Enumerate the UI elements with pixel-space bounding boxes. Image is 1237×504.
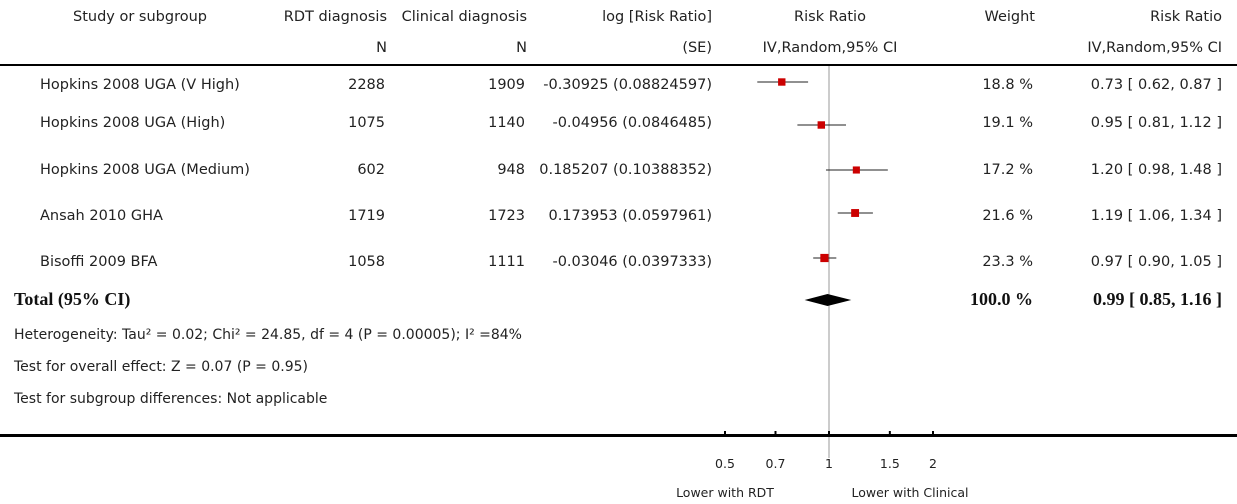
total-weight: 100.0 %	[970, 289, 1033, 309]
effect-marker	[820, 253, 829, 263]
subgroup-note: Test for subgroup differences: Not appli…	[14, 391, 328, 407]
total-label: Total (95% CI)	[14, 289, 131, 309]
axis-label-right: Lower with Clinical	[851, 485, 969, 500]
weight-value: 19.1 %	[982, 115, 1033, 131]
effect-marker	[851, 209, 860, 217]
ci-value: 0.97 [ 0.90, 1.05 ]	[1090, 254, 1222, 270]
effect-marker	[852, 166, 860, 174]
total-ci: 0.99 [ 0.85, 1.16 ]	[1093, 289, 1222, 309]
logrr-se: -0.04956 (0.0846485)	[552, 115, 712, 131]
axis-tick-label: 1.5	[880, 456, 900, 471]
logrr-se: -0.03046 (0.0397333)	[552, 254, 712, 270]
header-rr: Risk Ratio	[794, 9, 866, 25]
clinical-n: 948	[497, 162, 525, 178]
ci-value: 0.73 [ 0.62, 0.87 ]	[1090, 77, 1222, 93]
axis-tick-label: 0.5	[715, 456, 735, 471]
logrr-se: 0.173953 (0.0597961)	[548, 208, 712, 224]
weight-value: 17.2 %	[982, 162, 1033, 178]
logrr-se: -0.30925 (0.08824597)	[543, 77, 712, 93]
axis-tick-label: 1	[825, 456, 833, 471]
weight-value: 18.8 %	[982, 77, 1033, 93]
axis-tick-label: 0.7	[766, 456, 786, 471]
study-name: Hopkins 2008 UGA (High)	[40, 115, 226, 131]
heterogeneity-note: Heterogeneity: Tau² = 0.02; Chi² = 24.85…	[14, 327, 522, 343]
rdt-n: 1075	[348, 115, 385, 131]
header-clinical-sub: N	[516, 40, 527, 56]
effect-marker	[778, 78, 786, 86]
bottom-rule	[0, 434, 1237, 437]
overall-effect-note: Test for overall effect: Z = 0.07 (P = 0…	[14, 359, 308, 375]
axis-tick-label: 2	[929, 456, 937, 471]
header-rr2-sub: IV,Random,95% CI	[1087, 40, 1222, 56]
rdt-n: 1719	[348, 208, 385, 224]
weight-value: 23.3 %	[982, 254, 1033, 270]
effect-marker	[817, 121, 826, 129]
ci-value: 1.19 [ 1.06, 1.34 ]	[1090, 208, 1222, 224]
rdt-n: 2288	[348, 77, 385, 93]
header-logrr: log [Risk Ratio]	[602, 9, 712, 25]
clinical-n: 1140	[488, 115, 525, 131]
header-rr2: Risk Ratio	[1150, 9, 1222, 25]
ci-value: 1.20 [ 0.98, 1.48 ]	[1090, 162, 1222, 178]
header-rr-sub: IV,Random,95% CI	[762, 40, 898, 56]
header-rdt: RDT diagnosis	[283, 9, 387, 25]
weight-value: 21.6 %	[982, 208, 1033, 224]
rdt-n: 602	[357, 162, 385, 178]
study-name: Ansah 2010 GHA	[40, 208, 163, 224]
study-name: Bisoffi 2009 BFA	[40, 254, 158, 270]
ci-value: 0.95 [ 0.81, 1.12 ]	[1090, 115, 1222, 131]
clinical-n: 1909	[488, 77, 525, 93]
header-study: Study or subgroup	[73, 9, 207, 25]
header-weight: Weight	[984, 9, 1035, 25]
axis-label-left: Lower with RDT	[676, 485, 774, 500]
clinical-n: 1111	[488, 254, 525, 270]
header-clinical: Clinical diagnosis	[401, 9, 527, 25]
study-name: Hopkins 2008 UGA (V High)	[40, 77, 240, 93]
header-rdt-sub: N	[376, 40, 387, 56]
logrr-se: 0.185207 (0.10388352)	[539, 162, 712, 178]
header-logrr-sub: (SE)	[682, 40, 712, 56]
study-name: Hopkins 2008 UGA (Medium)	[40, 162, 250, 178]
header-rule	[0, 64, 1237, 66]
clinical-n: 1723	[488, 208, 525, 224]
rdt-n: 1058	[348, 254, 385, 270]
pooled-diamond	[804, 294, 852, 306]
